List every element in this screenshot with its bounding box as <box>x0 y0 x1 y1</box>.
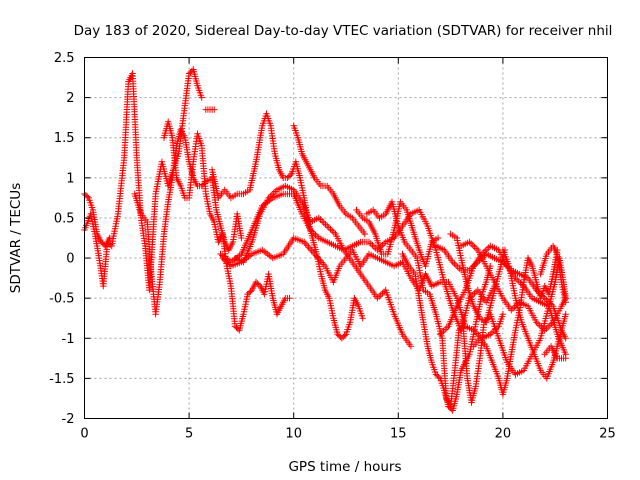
y-tick-label: 1.5 <box>54 131 75 146</box>
series-trace-5 <box>160 118 293 334</box>
x-tick-label: 5 <box>185 427 193 442</box>
series-trace-4 <box>81 190 113 250</box>
y-tick-label: 1 <box>66 171 74 186</box>
x-tick-label: 25 <box>599 427 616 442</box>
x-tick-label: 20 <box>495 427 512 442</box>
y-tick-label: 2 <box>66 91 74 106</box>
x-tick-label: 0 <box>80 427 88 442</box>
series-trace-1 <box>81 66 205 294</box>
x-tick-label: 15 <box>390 427 407 442</box>
series-trace-19 <box>537 242 569 306</box>
series-trace-16 <box>470 246 561 398</box>
y-tick-label: 0.5 <box>54 211 75 226</box>
y-tick-label: -1 <box>62 332 75 347</box>
series-trace-6 <box>208 110 366 342</box>
y-tick-label: 0 <box>66 252 74 267</box>
y-tick-label: -2 <box>62 412 75 427</box>
series-trace-21 <box>353 198 442 270</box>
x-axis-label: GPS time / hours <box>288 459 401 475</box>
grid <box>84 57 608 419</box>
series-trace-7 <box>290 122 368 238</box>
series-trace-2 <box>202 106 218 113</box>
y-tick-label: -0.5 <box>49 292 74 307</box>
y-axis-label: SDTVAR / TECUs <box>8 183 24 293</box>
data-series <box>81 66 569 414</box>
series-trace-20 <box>541 343 569 362</box>
axis-ticks: 0 5 10 15 20 25 2.5 2 1.5 1 0.5 0 -0.5 -1 -1.5 -2 <box>49 51 616 442</box>
y-tick-label: -1.5 <box>49 372 74 387</box>
series-trace-3 <box>131 126 245 318</box>
series-trace-12 <box>399 250 494 414</box>
chart-title: Day 183 of 2020, Sidereal Day-to-day VTE… <box>74 23 613 39</box>
series-trace-22 <box>447 230 509 326</box>
y-tick-label: 2.5 <box>54 51 75 66</box>
x-tick-label: 10 <box>285 427 302 442</box>
plot-frame <box>84 57 608 419</box>
